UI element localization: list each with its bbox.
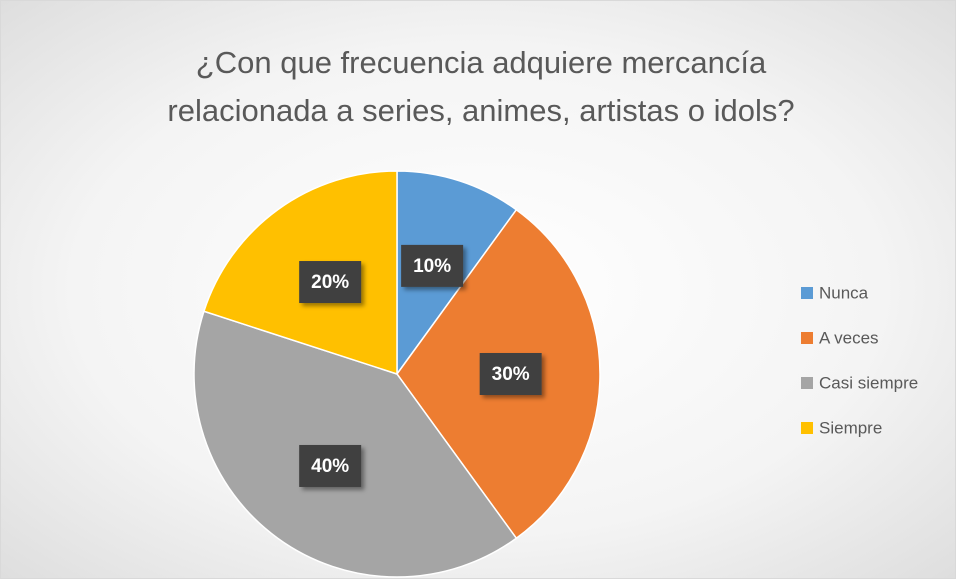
data-label: 30% <box>492 364 530 385</box>
data-label-box <box>401 244 464 287</box>
legend-label: Casi siempre <box>819 373 918 392</box>
pie-slice <box>193 310 518 578</box>
legend-swatch <box>801 422 813 434</box>
legend-label: Siempre <box>819 418 882 437</box>
data-label-box <box>299 444 362 487</box>
legend-swatch <box>801 332 813 344</box>
chart-title: ¿Con que frecuencia adquiere mercancía r… <box>167 45 795 128</box>
data-label: 10% <box>413 256 451 277</box>
data-label-box <box>299 261 362 304</box>
data-label-box <box>479 353 542 395</box>
data-label: 20% <box>311 272 349 293</box>
data-label: 40% <box>311 456 349 477</box>
legend-swatch <box>801 287 813 299</box>
legend-label: A veces <box>819 328 879 347</box>
legend-label: Nunca <box>819 283 869 302</box>
legend-swatch <box>801 377 813 389</box>
